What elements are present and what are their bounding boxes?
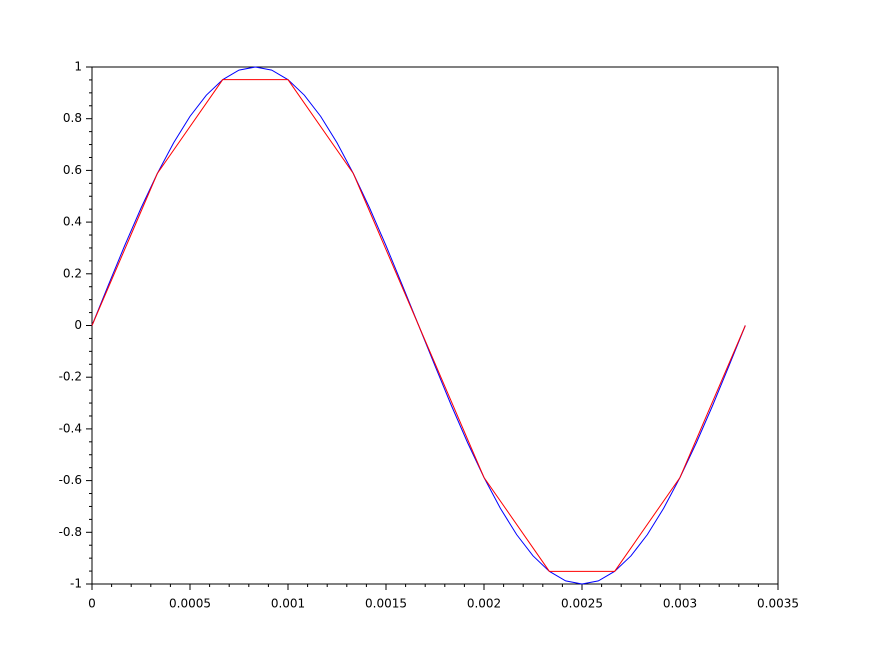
y-tick-label: 0.8 bbox=[63, 111, 82, 125]
y-tick-label: -0.8 bbox=[59, 525, 82, 539]
y-tick-label: -1 bbox=[70, 577, 82, 591]
y-tick-label: -0.2 bbox=[59, 370, 82, 384]
x-tick-label: 0.0025 bbox=[561, 597, 603, 611]
plot-frame bbox=[91, 66, 779, 585]
x-tick-label: 0.0015 bbox=[365, 597, 407, 611]
y-tick-label: -0.6 bbox=[59, 473, 82, 487]
y-tick-label: 0 bbox=[74, 318, 82, 332]
x-tick-label: 0.0005 bbox=[169, 597, 211, 611]
x-tick-label: 0.002 bbox=[467, 597, 501, 611]
x-tick-label: 0 bbox=[88, 597, 96, 611]
y-tick-label: 0.2 bbox=[63, 266, 82, 280]
y-tick-label: 1 bbox=[74, 60, 82, 74]
y-tick-label: 0.4 bbox=[63, 215, 82, 229]
x-tick-label: 0.003 bbox=[663, 597, 697, 611]
line bbox=[91, 79, 746, 572]
y-tick-label: 0.6 bbox=[63, 163, 82, 177]
y-tick-label: -0.4 bbox=[59, 421, 82, 435]
x-tick-label: 0.001 bbox=[271, 597, 305, 611]
x-tick-label: 0.0035 bbox=[757, 597, 799, 611]
